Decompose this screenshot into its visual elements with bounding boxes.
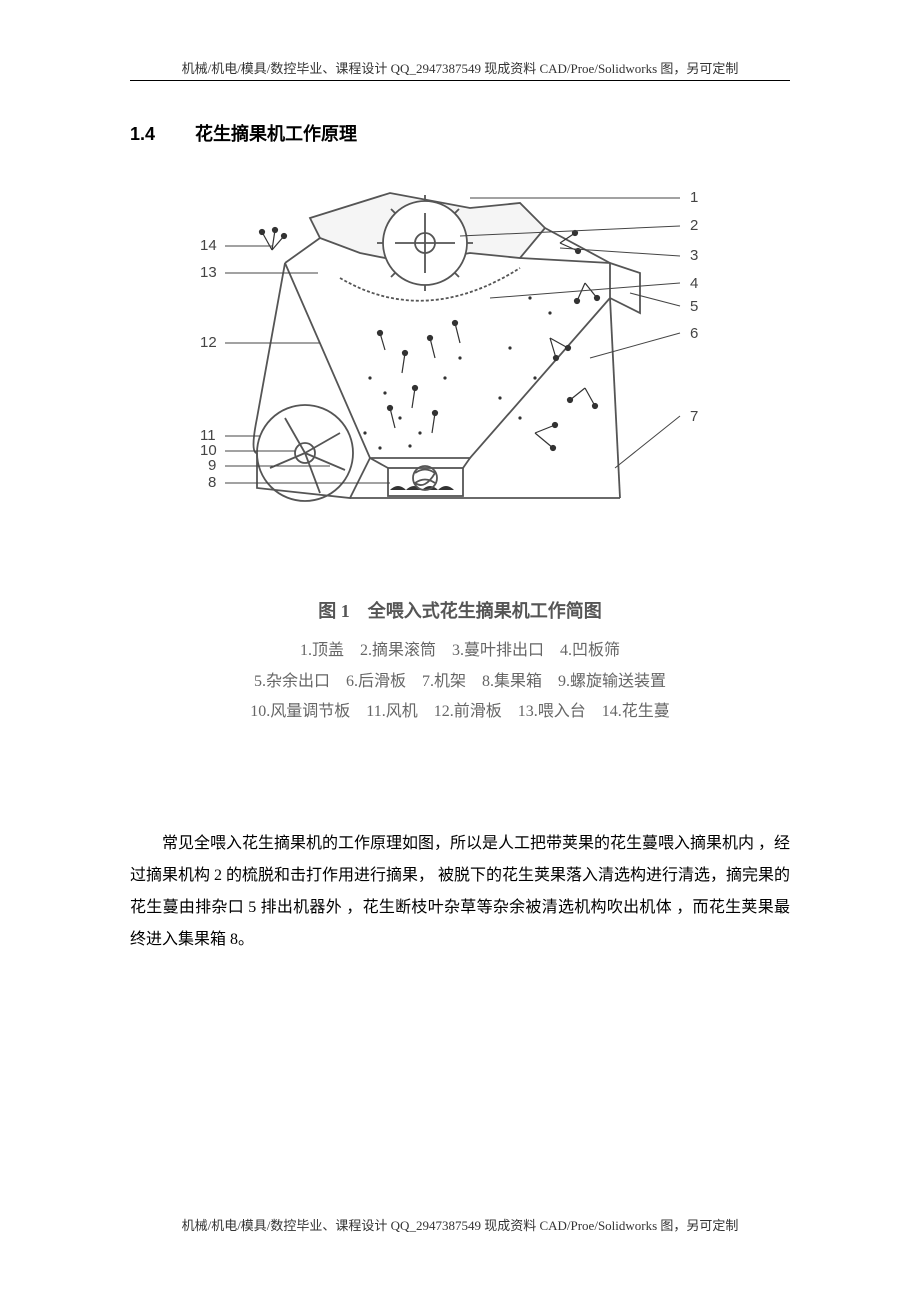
- section-number: 1.4: [130, 124, 155, 144]
- label-9: 9: [208, 457, 216, 474]
- section-heading: 1.4 花生摘果机工作原理: [130, 120, 357, 146]
- header-text: 机械/机电/模具/数控毕业、课程设计 QQ_2947387549 现成资料 CA…: [182, 61, 739, 76]
- page-footer: 机械/机电/模具/数控毕业、课程设计 QQ_2947387549 现成资料 CA…: [0, 1215, 920, 1234]
- caption-line-2: 5.杂余出口 6.后滑板 7.机架 8.集果箱 9.螺旋输送装置: [130, 667, 790, 697]
- label-1: 1: [690, 189, 698, 206]
- label-7: 7: [690, 408, 698, 425]
- label-2: 2: [690, 217, 698, 234]
- label-6: 6: [690, 325, 698, 342]
- label-12: 12: [200, 334, 217, 351]
- label-8: 8: [208, 474, 216, 491]
- label-14: 14: [200, 237, 217, 254]
- footer-text: 机械/机电/模具/数控毕业、课程设计 QQ_2947387549 现成资料 CA…: [182, 1218, 739, 1233]
- caption-block: 图 1 全喂入式花生摘果机工作简图 1.顶盖 2.摘果滚筒 3.蔓叶排出口 4.…: [130, 594, 790, 727]
- label-4: 4: [690, 275, 698, 292]
- label-13: 13: [200, 264, 217, 281]
- label-5: 5: [690, 298, 698, 315]
- section-title: 花生摘果机工作原理: [195, 124, 357, 144]
- body-text: 常见全喂入花生摘果机的工作原理如图，所以是人工把带荚果的花生蔓喂入摘果机内 ，经…: [130, 828, 790, 956]
- diagram-svg: 1 2 3 4 5 6 7 14 13 12 11 10 9 8: [190, 178, 730, 538]
- diagram-container: 1 2 3 4 5 6 7 14 13 12 11 10 9 8: [190, 178, 730, 538]
- caption-title: 图 1 全喂入式花生摘果机工作简图: [130, 594, 790, 628]
- caption-line-3: 10.风量调节板 11.风机 12.前滑板 13.喂入台 14.花生蔓: [130, 697, 790, 727]
- caption-line-1: 1.顶盖 2.摘果滚筒 3.蔓叶排出口 4.凹板筛: [130, 636, 790, 666]
- body-paragraph: 常见全喂入花生摘果机的工作原理如图，所以是人工把带荚果的花生蔓喂入摘果机内 ，经…: [130, 828, 790, 956]
- page-header: 机械/机电/模具/数控毕业、课程设计 QQ_2947387549 现成资料 CA…: [0, 58, 920, 77]
- label-3: 3: [690, 247, 698, 264]
- header-underline: [130, 80, 790, 81]
